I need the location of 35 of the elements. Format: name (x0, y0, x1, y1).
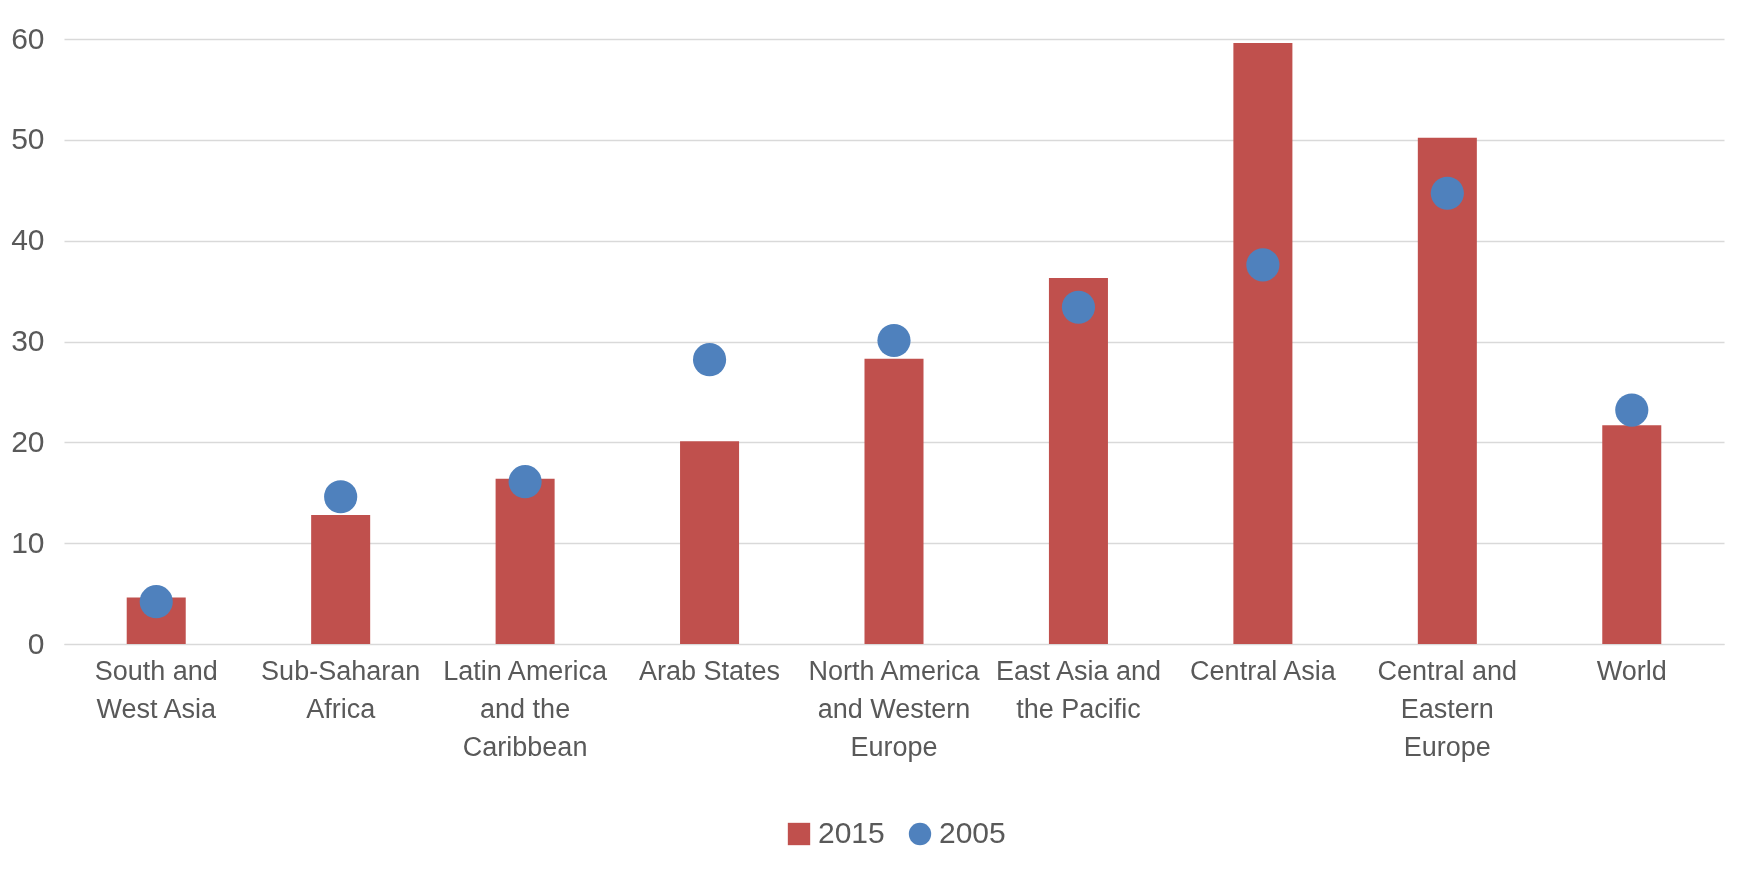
bar (1417, 137, 1477, 644)
x-tick-label: East Asia and the Pacific (995, 655, 1162, 724)
point (139, 585, 173, 619)
bar (495, 478, 555, 644)
point (324, 480, 358, 514)
y-tick-label: 10 (11, 525, 45, 559)
x-tick-label: Sub-Saharan Africa (261, 655, 421, 724)
y-tick-label: 20 (11, 424, 45, 458)
point (692, 343, 727, 377)
bar (1048, 277, 1108, 644)
bar (311, 514, 371, 644)
x-tick-label: South and West Asia (94, 655, 218, 724)
bar (1602, 425, 1662, 644)
y-tick-label: 30 (11, 324, 45, 357)
legend-label: 2015 (818, 816, 885, 849)
point (1615, 393, 1649, 427)
y-tick-label: 50 (11, 122, 45, 156)
bar (680, 441, 740, 644)
bar (864, 358, 924, 644)
y-tick-label: 0 (27, 626, 45, 660)
point (877, 323, 911, 358)
point (508, 465, 542, 499)
legend-label: 2005 (939, 816, 1006, 849)
x-tick-label: North America and Western Europe (808, 655, 981, 762)
x-tick-label: Arab States (639, 655, 781, 686)
x-tick-label: World (1596, 655, 1667, 686)
x-tick-label: Central Asia (1190, 655, 1337, 686)
point (1430, 176, 1464, 210)
y-tick-label: 60 (11, 21, 45, 55)
point (1061, 290, 1096, 324)
bar (1233, 43, 1293, 644)
x-tick-label: Central and Eastern Europe (1377, 655, 1518, 762)
x-tick-label: Latin America and the Caribbean (443, 655, 608, 762)
point (1246, 248, 1280, 282)
y-tick-label: 40 (11, 223, 45, 257)
